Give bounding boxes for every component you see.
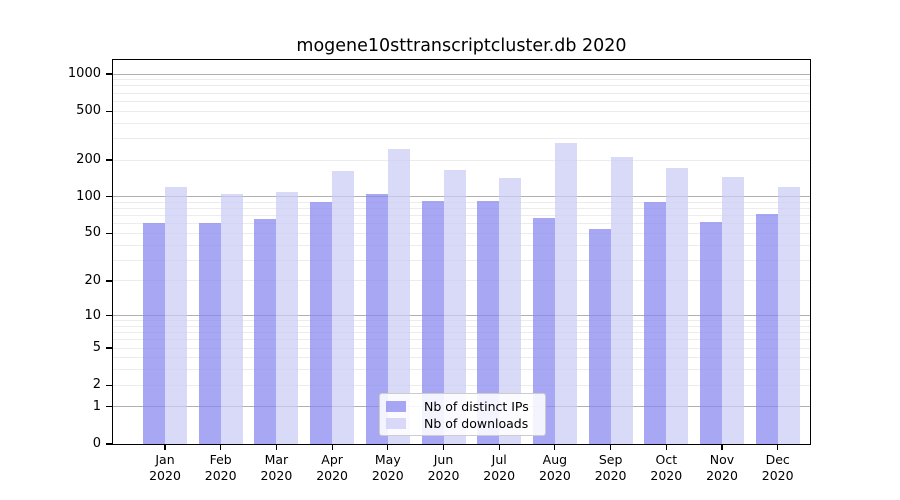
x-tick-mark-sep <box>610 445 612 450</box>
y-tick-label-1000: 1000 <box>67 66 101 82</box>
minor-gridline-900 <box>113 79 810 81</box>
chart-title: mogene10sttranscriptcluster.db 2020 <box>296 36 627 56</box>
legend-item-distinct-ips: Nb of distinct IPs <box>386 399 537 414</box>
plot-area <box>112 59 811 445</box>
bar-downloads-oct <box>666 168 689 444</box>
bar-distinct-ips-aug <box>532 218 555 444</box>
x-tick-label-may: May 2020 <box>371 452 404 483</box>
x-tick-mark-mar <box>275 445 277 450</box>
y-tick-label-500: 500 <box>76 103 101 119</box>
y-tick-mark-1000 <box>106 73 112 75</box>
x-tick-mark-jul <box>498 445 500 450</box>
y-tick-label-2: 2 <box>92 377 101 393</box>
major-gridline-1000 <box>113 73 810 75</box>
y-tick-mark-50 <box>106 232 112 235</box>
bar-downloads-nov <box>722 176 744 444</box>
bar-distinct-ips-feb <box>198 222 221 444</box>
bar-downloads-apr <box>332 170 355 444</box>
x-tick-label-oct: Oct 2020 <box>650 452 683 483</box>
x-tick-label-jan: Jan 2020 <box>149 452 181 483</box>
bar-distinct-ips-apr <box>310 202 333 444</box>
bar-distinct-ips-sep <box>588 229 611 444</box>
x-tick-mark-feb <box>220 445 222 450</box>
bar-downloads-aug <box>554 143 577 444</box>
bar-downloads-jan <box>165 186 187 444</box>
bar-distinct-ips-oct <box>644 201 667 444</box>
minor-gridline-700 <box>113 92 810 94</box>
y-tick-label-1: 1 <box>92 398 101 414</box>
bar-distinct-ips-mar <box>254 218 277 444</box>
y-tick-label-50: 50 <box>84 225 101 241</box>
y-tick-label-200: 200 <box>76 152 101 168</box>
x-tick-mark-apr <box>331 445 333 450</box>
bar-distinct-ips-jan <box>143 222 165 444</box>
minor-gridline-800 <box>113 85 810 87</box>
y-tick-mark-5 <box>106 347 112 349</box>
bar-downloads-mar <box>276 191 299 444</box>
bar-downloads-may <box>387 148 410 444</box>
legend: Nb of distinct IPs Nb of downloads <box>379 393 546 436</box>
bar-distinct-ips-jul <box>477 201 500 444</box>
x-tick-label-apr: Apr 2020 <box>316 452 348 483</box>
x-tick-mark-aug <box>554 445 556 450</box>
bar-distinct-ips-jun <box>421 200 444 444</box>
x-tick-label-jul: Jul 2020 <box>483 452 516 483</box>
legend-label-downloads: Nb of downloads <box>424 416 529 431</box>
bar-distinct-ips-may <box>365 194 388 444</box>
minor-gridline-400 <box>113 122 810 124</box>
x-tick-label-dec: Dec 2020 <box>761 452 794 483</box>
y-tick-mark-10 <box>106 314 112 317</box>
bar-distinct-ips-dec <box>755 213 778 444</box>
x-tick-mark-may <box>387 445 389 450</box>
x-tick-mark-jun <box>442 445 445 450</box>
y-tick-label-100: 100 <box>76 188 101 204</box>
minor-gridline-600 <box>113 100 810 102</box>
legend-swatch-downloads <box>386 418 406 429</box>
legend-label-distinct-ips: Nb of distinct IPs <box>424 399 529 414</box>
minor-gridline-300 <box>113 137 810 139</box>
bar-downloads-dec <box>777 186 800 444</box>
x-tick-mark-oct <box>665 445 667 450</box>
y-tick-mark-20 <box>106 280 112 282</box>
y-tick-mark-0 <box>106 443 112 445</box>
y-tick-label-5: 5 <box>92 340 101 356</box>
x-tick-label-nov: Nov 2020 <box>706 452 738 483</box>
minor-gridline-500 <box>113 110 810 112</box>
y-tick-label-0: 0 <box>92 436 101 451</box>
x-tick-label-mar: Mar 2020 <box>260 452 293 483</box>
bar-distinct-ips-nov <box>700 222 722 444</box>
bar-downloads-jun <box>443 169 466 444</box>
y-tick-mark-500 <box>106 110 112 112</box>
y-tick-mark-200 <box>106 159 112 161</box>
bar-downloads-sep <box>610 157 633 444</box>
x-tick-mark-dec <box>777 445 779 450</box>
bar-downloads-feb <box>220 194 243 444</box>
x-tick-label-feb: Feb 2020 <box>204 452 237 483</box>
x-tick-mark-jan <box>164 445 166 450</box>
minor-gridline-200 <box>113 159 810 161</box>
y-tick-mark-1 <box>106 406 112 408</box>
x-tick-label-jun: Jun 2020 <box>427 452 460 483</box>
legend-swatch-distinct-ips <box>386 401 406 412</box>
y-tick-label-10: 10 <box>84 307 101 323</box>
x-tick-mark-nov <box>721 445 723 450</box>
x-tick-label-sep: Sep 2020 <box>594 452 627 483</box>
y-tick-mark-100 <box>106 196 112 198</box>
legend-item-downloads: Nb of downloads <box>386 416 537 431</box>
x-tick-label-aug: Aug 2020 <box>538 452 571 483</box>
bar-downloads-jul <box>499 177 522 444</box>
y-tick-mark-2 <box>106 384 112 386</box>
y-tick-label-20: 20 <box>84 272 101 288</box>
